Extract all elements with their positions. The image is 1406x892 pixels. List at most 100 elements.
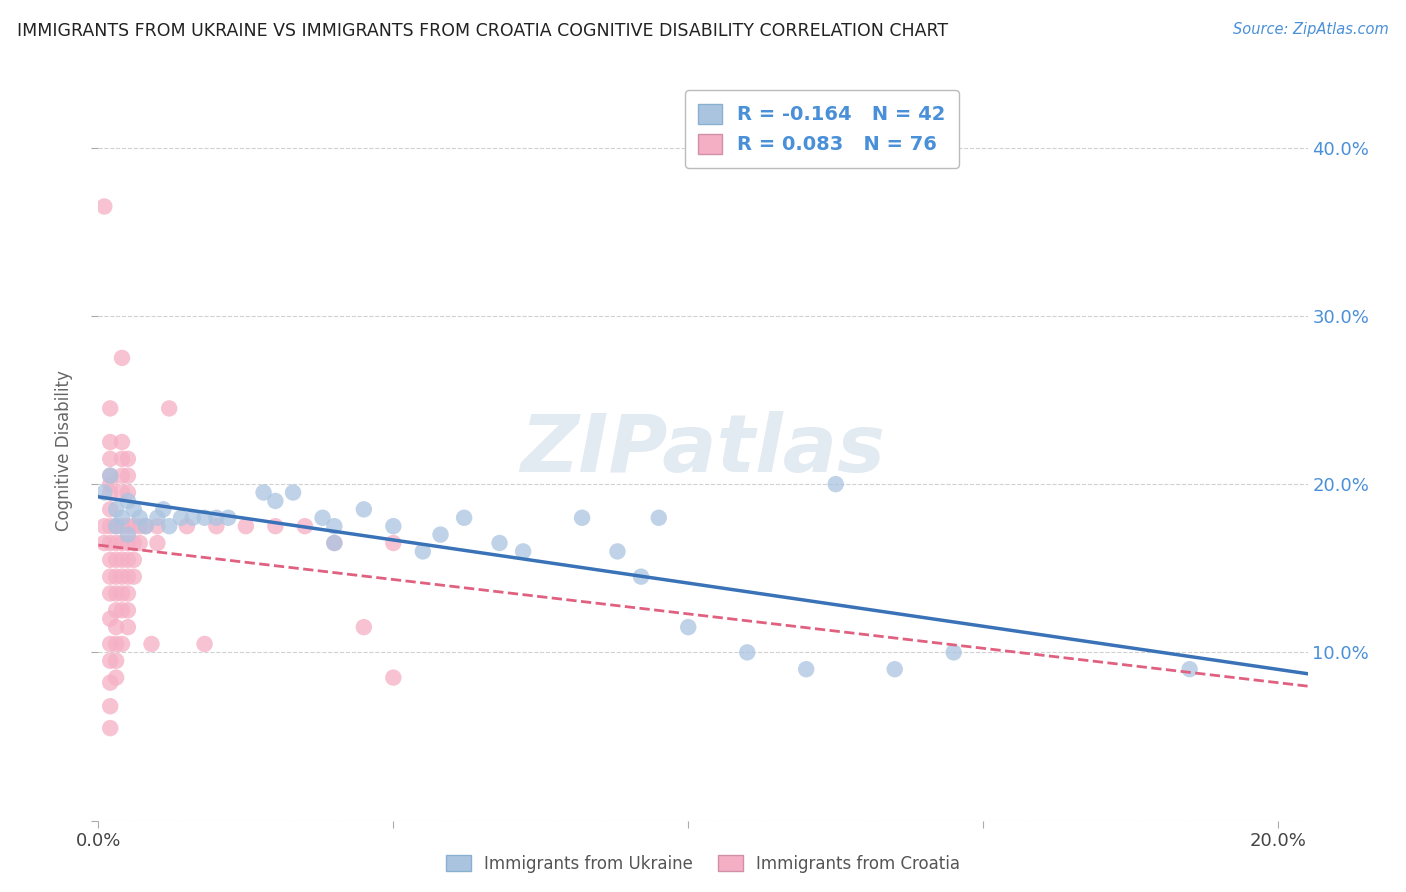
Point (146, 519, 169, 533)
Point (135, 519, 157, 533)
Point (252, 485, 274, 500)
Point (135, 519, 157, 533)
Point (98, 675, 121, 690)
Point (105, 620, 128, 634)
Point (353, 502, 375, 516)
Point (794, 662, 817, 676)
Point (111, 603, 134, 617)
Text: Source: ZipAtlas.com: Source: ZipAtlas.com (1233, 22, 1389, 37)
Point (105, 536, 128, 550)
Point (111, 435, 134, 450)
Point (353, 620, 375, 634)
Point (883, 662, 905, 676)
Point (93, 536, 115, 550)
Point (141, 637, 163, 651)
Point (111, 351, 134, 365)
Point (111, 519, 134, 533)
Point (122, 536, 145, 550)
Point (105, 637, 128, 651)
Point (117, 620, 139, 634)
Point (630, 569, 652, 583)
Point (512, 544, 534, 558)
Point (117, 586, 139, 600)
Point (98, 612, 121, 626)
Point (606, 544, 628, 558)
Point (98, 401, 121, 416)
Point (194, 637, 217, 651)
Point (235, 519, 257, 533)
Point (281, 485, 304, 500)
Point (117, 451, 139, 466)
Point (98, 553, 121, 567)
Point (98, 637, 121, 651)
Point (453, 510, 475, 524)
Point (98, 468, 121, 483)
Point (264, 519, 287, 533)
Point (382, 671, 405, 685)
Point (105, 519, 128, 533)
Point (105, 569, 128, 583)
Point (429, 527, 451, 541)
Point (294, 519, 316, 533)
Point (111, 536, 134, 550)
Point (181, 510, 204, 524)
Point (105, 553, 128, 567)
Point (111, 586, 134, 600)
Point (128, 519, 150, 533)
Point (98, 536, 121, 550)
Point (157, 401, 180, 416)
Point (122, 569, 145, 583)
Point (117, 569, 139, 583)
Point (571, 510, 593, 524)
Point (735, 645, 758, 659)
Point (111, 637, 134, 651)
Point (105, 519, 128, 533)
Point (170, 510, 193, 524)
Point (323, 536, 346, 550)
Point (111, 468, 134, 483)
Point (152, 502, 174, 516)
Point (117, 485, 139, 500)
Point (93, 519, 115, 533)
Point (122, 519, 145, 533)
Point (942, 645, 965, 659)
Point (176, 519, 198, 533)
Point (98, 654, 121, 668)
Point (117, 553, 139, 567)
Point (111, 510, 134, 524)
Point (111, 569, 134, 583)
Point (824, 477, 846, 491)
Point (128, 510, 150, 524)
Point (98, 485, 121, 500)
Point (98, 477, 121, 491)
Point (98, 468, 121, 483)
Point (117, 603, 139, 617)
Point (98, 569, 121, 583)
Point (117, 519, 139, 533)
Point (93, 199, 115, 213)
Point (111, 485, 134, 500)
Point (105, 586, 128, 600)
Y-axis label: Cognitive Disability: Cognitive Disability (55, 370, 73, 531)
Point (117, 527, 139, 541)
Point (98, 519, 121, 533)
Point (117, 494, 139, 508)
Point (98, 502, 121, 516)
Point (98, 721, 121, 735)
Point (105, 603, 128, 617)
Point (382, 536, 405, 550)
Point (323, 536, 346, 550)
Point (105, 671, 128, 685)
Text: IMMIGRANTS FROM UKRAINE VS IMMIGRANTS FROM CROATIA COGNITIVE DISABILITY CORRELAT: IMMIGRANTS FROM UKRAINE VS IMMIGRANTS FR… (17, 22, 948, 40)
Point (128, 536, 150, 550)
Legend: R = -0.164   N = 42, R = 0.083   N = 76: R = -0.164 N = 42, R = 0.083 N = 76 (685, 90, 959, 168)
Point (323, 519, 346, 533)
Point (122, 553, 145, 567)
Point (194, 510, 217, 524)
Point (111, 451, 134, 466)
Point (98, 699, 121, 714)
Point (146, 536, 169, 550)
Legend: Immigrants from Ukraine, Immigrants from Croatia: Immigrants from Ukraine, Immigrants from… (439, 848, 967, 880)
Point (264, 494, 287, 508)
Point (117, 468, 139, 483)
